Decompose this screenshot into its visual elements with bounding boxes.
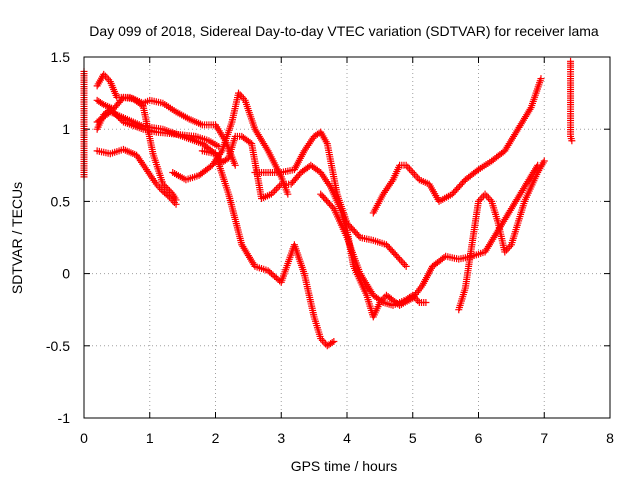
data-point — [164, 192, 172, 200]
data-point — [478, 194, 486, 202]
data-point — [407, 292, 415, 300]
x-tick-label: 7 — [540, 430, 548, 446]
data-point — [164, 185, 172, 193]
data-point — [397, 257, 405, 265]
data-point — [402, 262, 410, 270]
data-point — [540, 157, 548, 165]
data-point — [401, 261, 409, 269]
data-point — [355, 232, 363, 240]
data-point — [404, 163, 412, 171]
data-point — [118, 95, 126, 103]
x-tick-label: 4 — [343, 430, 351, 446]
data-point — [405, 165, 413, 173]
data-point — [328, 339, 336, 347]
grid — [84, 57, 610, 418]
y-tick-label: -0.5 — [46, 338, 70, 354]
data-point — [568, 137, 576, 145]
data-point — [267, 190, 275, 198]
data-point — [440, 254, 448, 262]
data-point — [422, 298, 430, 306]
x-tick-label: 0 — [80, 430, 88, 446]
data-points — [80, 57, 576, 350]
data-point — [231, 161, 239, 169]
data-point — [272, 185, 280, 193]
data-point — [103, 74, 111, 82]
tick-labels: 0 1 2 3 4 5 6 7 8 -1 -0.5 0 0.5 1 1.5 — [46, 49, 614, 446]
y-tick-label: -1 — [58, 410, 71, 426]
data-point — [483, 192, 491, 200]
data-point — [481, 190, 489, 198]
data-point — [238, 93, 246, 101]
y-tick-label: 1.5 — [51, 49, 71, 65]
data-point — [159, 180, 167, 188]
data-point — [399, 259, 407, 267]
data-point — [271, 187, 279, 195]
x-tick-label: 2 — [212, 430, 220, 446]
y-tick-label: 1 — [62, 121, 70, 137]
data-point — [407, 167, 415, 175]
data-point — [537, 75, 545, 83]
chart-title: Day 099 of 2018, Sidereal Day-to-day VTE… — [89, 23, 599, 39]
data-point — [410, 170, 418, 178]
data-point — [274, 183, 282, 191]
data-point — [484, 194, 492, 202]
data-point — [165, 187, 173, 195]
data-point — [162, 183, 170, 191]
data-point — [394, 254, 402, 262]
y-tick-label: 0 — [62, 266, 70, 282]
y-axis-label: SDTVAR / TECUs — [9, 182, 25, 294]
data-point — [328, 203, 336, 211]
data-point — [378, 297, 386, 305]
data-point — [269, 188, 277, 196]
x-tick-label: 5 — [409, 430, 417, 446]
x-tick-label: 8 — [606, 430, 614, 446]
x-tick-label: 6 — [475, 430, 483, 446]
data-point — [161, 182, 169, 190]
x-axis-label: GPS time / hours — [291, 458, 398, 474]
plot-frame — [83, 56, 611, 419]
y-tick-label: 0.5 — [51, 193, 71, 209]
data-point — [473, 167, 481, 175]
data-point — [172, 196, 180, 204]
data-point — [276, 182, 284, 190]
data-point — [412, 172, 420, 180]
data-point — [409, 169, 417, 177]
data-point — [330, 337, 338, 345]
data-point — [504, 244, 512, 252]
data-point — [284, 190, 292, 198]
x-tick-label: 1 — [146, 430, 154, 446]
data-point — [98, 100, 106, 108]
data-point — [167, 188, 175, 196]
x-tick-label: 3 — [277, 430, 285, 446]
